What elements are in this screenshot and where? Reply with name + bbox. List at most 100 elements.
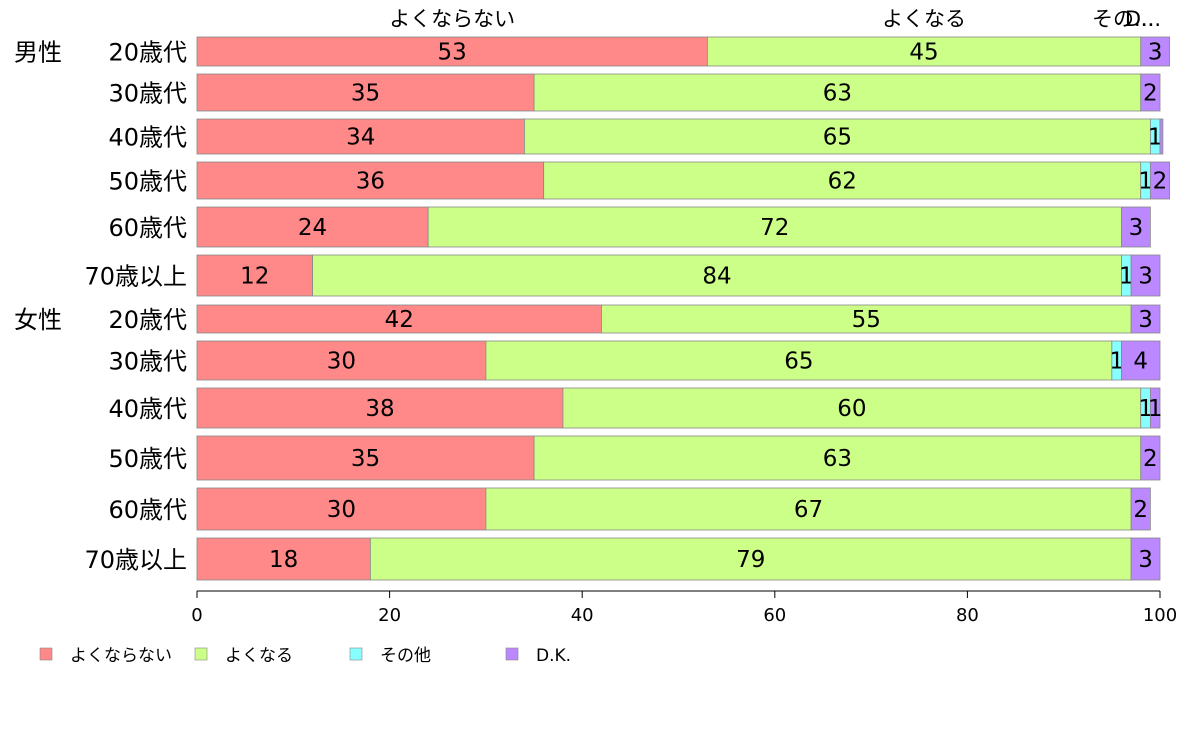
value-label-5-1: 84 — [702, 264, 731, 290]
value-label-6-3: 3 — [1138, 307, 1153, 333]
value-label-0-1: 45 — [909, 40, 938, 66]
legend-label-2: その他 — [380, 646, 431, 666]
bar-8-1 — [562, 387, 1142, 429]
row-label-2: 40歳代 — [108, 124, 187, 152]
x-tick-label-4: 80 — [956, 605, 979, 626]
value-label-8-3: 1 — [1148, 396, 1163, 422]
bar-5-0 — [196, 254, 313, 297]
bar-1-0 — [196, 73, 535, 112]
value-label-5-3: 3 — [1138, 264, 1153, 290]
value-label-7-2: 1 — [1109, 349, 1124, 375]
value-label-1-3: 2 — [1143, 81, 1158, 107]
bar-3-3 — [1149, 161, 1171, 200]
value-label-2-1: 65 — [823, 125, 852, 151]
value-label-3-2: 1 — [1138, 169, 1153, 195]
value-label-9-3: 2 — [1143, 446, 1158, 472]
value-label-8-2: 1 — [1138, 396, 1153, 422]
value-label-4-0: 24 — [298, 215, 327, 241]
row-label-6: 20歳代 — [108, 306, 187, 334]
legend-swatch-3 — [505, 647, 519, 661]
value-label-7-3: 4 — [1133, 349, 1148, 375]
group-label-1: 女性 — [14, 306, 62, 334]
bar-2-3 — [1159, 118, 1164, 155]
value-label-3-3: 2 — [1153, 169, 1168, 195]
x-tick-label-2: 40 — [571, 605, 594, 626]
value-label-11-1: 79 — [736, 547, 765, 573]
top-header-0: よくならない — [389, 7, 515, 31]
legend-label-0: よくならない — [70, 646, 172, 666]
value-label-9-1: 63 — [823, 446, 852, 472]
value-label-4-1: 72 — [760, 215, 789, 241]
row-label-9: 50歳代 — [108, 445, 187, 473]
value-label-5-2: 1 — [1119, 264, 1134, 290]
bar-2-1 — [524, 118, 1151, 155]
bar-5-3 — [1130, 254, 1161, 297]
bar-4-1 — [427, 206, 1122, 248]
value-label-8-1: 60 — [837, 396, 866, 422]
value-label-8-0: 38 — [365, 396, 394, 422]
bar-0-1 — [706, 36, 1142, 67]
row-label-5: 70歳以上 — [84, 263, 187, 291]
x-tick-label-3: 60 — [763, 605, 786, 626]
bar-4-0 — [196, 206, 429, 248]
value-label-11-3: 3 — [1138, 547, 1153, 573]
value-label-0-0: 53 — [438, 40, 467, 66]
value-label-1-1: 63 — [823, 81, 852, 107]
legend: よくならない よくなる その他 D.K. — [39, 646, 571, 666]
legend-swatch-2 — [349, 647, 363, 661]
bar-4-3 — [1121, 206, 1151, 248]
bar-7-1 — [485, 340, 1113, 381]
bar-9-3 — [1140, 435, 1161, 481]
value-label-0-3: 3 — [1148, 40, 1163, 66]
value-label-10-0: 30 — [327, 497, 356, 523]
group-label-0: 男性 — [14, 39, 62, 67]
bar-11-0 — [196, 537, 371, 581]
bar-8-3 — [1149, 387, 1161, 429]
top-headers: よくならない よくなる その...D... — [389, 7, 1161, 31]
x-tick-label-0: 0 — [191, 605, 202, 626]
bar-0-0 — [196, 36, 708, 67]
value-label-9-0: 35 — [351, 446, 380, 472]
row-labels: 20歳代 30歳代 40歳代 50歳代 60歳代 70歳以上 20歳代 30歳代 40歳代 50歳… — [14, 39, 187, 575]
row-label-11: 70歳以上 — [84, 546, 187, 574]
bar-6-3 — [1130, 304, 1161, 334]
row-label-0: 20歳代 — [108, 39, 187, 67]
top-header-1: よくなる — [882, 7, 966, 31]
value-label-2-2: 1 — [1148, 125, 1163, 151]
bar-5-1 — [312, 254, 1122, 297]
value-label-10-3: 2 — [1133, 497, 1148, 523]
legend-label-3: D.K. — [536, 646, 571, 666]
x-axis: 0 20 40 60 80 100 — [191, 590, 1177, 626]
value-label-5-0: 12 — [240, 264, 269, 290]
value-label-1-0: 35 — [351, 81, 380, 107]
bar-1-1 — [533, 73, 1142, 112]
row-label-1: 30歳代 — [108, 80, 187, 108]
bar-3-1 — [543, 161, 1142, 200]
bar-9-0 — [196, 435, 535, 481]
value-label-3-0: 36 — [356, 169, 385, 195]
bar-9-1 — [533, 435, 1142, 481]
bar-11-1 — [369, 537, 1132, 581]
bar-0-3 — [1140, 36, 1171, 67]
bar-10-3 — [1130, 487, 1151, 531]
bar-2-0 — [196, 118, 525, 155]
bar-1-3 — [1140, 73, 1161, 112]
bar-8-0 — [196, 387, 564, 429]
row-label-8: 40歳代 — [108, 395, 187, 423]
bar-3-0 — [196, 161, 545, 200]
value-label-6-1: 55 — [852, 307, 881, 333]
bar-11-3 — [1130, 537, 1161, 581]
value-label-7-1: 65 — [784, 349, 813, 375]
top-header-3: D... — [1125, 7, 1161, 31]
legend-swatch-0 — [39, 647, 53, 661]
row-label-3: 50歳代 — [108, 168, 187, 196]
legend-swatch-1 — [194, 647, 208, 661]
row-label-10: 60歳代 — [108, 496, 187, 524]
value-label-7-0: 30 — [327, 349, 356, 375]
x-tick-label-1: 20 — [378, 605, 401, 626]
value-label-6-0: 42 — [385, 307, 414, 333]
x-tick-label-5: 100 — [1143, 605, 1177, 626]
value-label-2-0: 34 — [346, 125, 375, 151]
value-label-10-1: 67 — [794, 497, 823, 523]
value-label-11-0: 18 — [269, 547, 298, 573]
